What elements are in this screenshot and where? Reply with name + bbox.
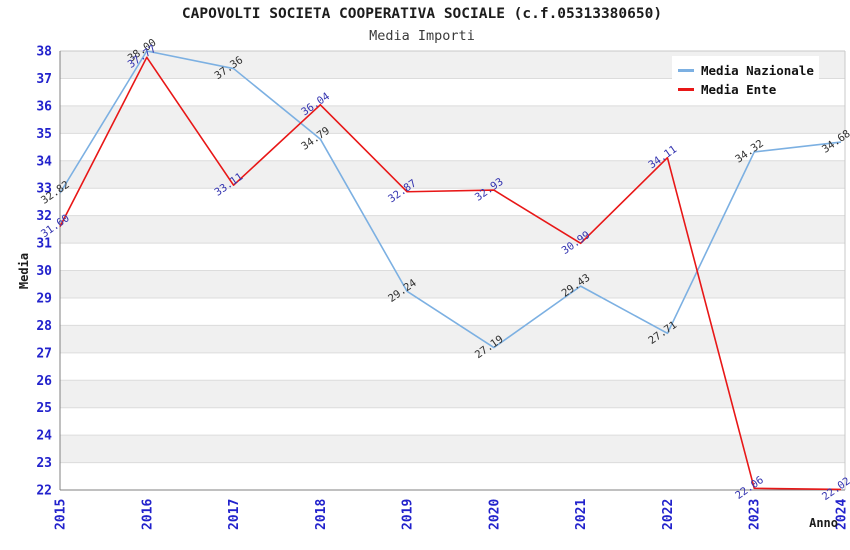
plot-band [60,435,845,463]
media-nazionale-swatch-icon [678,69,694,72]
y-tick-label: 38 [36,45,52,60]
plot-band [60,133,845,161]
x-tick-label: 2015 [54,499,69,530]
media-ente-swatch-icon [678,88,694,91]
y-tick-label: 24 [36,429,52,444]
y-tick-label: 30 [36,264,52,279]
chart-subtitle: Media Importi [369,28,475,44]
y-tick-label: 22 [36,484,52,499]
y-tick-label: 25 [36,401,52,416]
series-line-media-nazionale [59,50,842,349]
plot-band [60,462,845,490]
series-line-media-ente [59,56,842,491]
legend-label: Media Ente [701,82,777,97]
plot-band [60,105,845,134]
x-tick-label: 2017 [227,499,242,530]
y-tick-label: 36 [36,99,52,114]
x-tick-label: 2021 [574,499,589,530]
y-tick-label: 27 [36,346,52,361]
plot-band [60,243,845,271]
y-tick-label: 31 [36,237,52,252]
y-tick-label: 34 [36,154,52,169]
x-axis-title: Anno [809,516,838,530]
x-tick-label: 2020 [487,499,502,530]
plot-band [60,407,845,436]
y-tick-label: 26 [36,374,52,389]
y-tick-label: 33 [36,182,52,197]
plot-band [60,380,845,408]
legend-item-media-ente: Media Ente [678,80,819,99]
plot-band [60,270,845,298]
x-tick-label: 2019 [401,499,416,530]
x-tick-label: 2016 [140,499,155,530]
x-tick-label: 2024 [835,499,850,530]
x-tick-label: 2023 [748,499,763,530]
y-tick-label: 28 [36,319,52,334]
y-axis-title: Media [17,253,31,289]
x-tick-label: 2018 [314,499,329,530]
plot-band [60,160,845,189]
plot-band [60,188,845,216]
y-tick-label: 35 [36,127,52,142]
plot-band [60,215,845,244]
chart-legend: Media Nazionale Media Ente [672,56,819,105]
plot-band [60,352,845,381]
plot-band [60,325,845,353]
chart-title: CAPOVOLTI SOCIETA COOPERATIVA SOCIALE (c… [181,6,663,22]
legend-label: Media Nazionale [701,63,814,78]
y-tick-label: 29 [36,291,52,306]
y-tick-label: 37 [36,72,52,87]
legend-item-media-nazionale: Media Nazionale [678,61,819,80]
x-tick-label: 2022 [661,499,676,530]
y-tick-label: 32 [36,209,52,224]
y-tick-label: 23 [36,456,52,471]
